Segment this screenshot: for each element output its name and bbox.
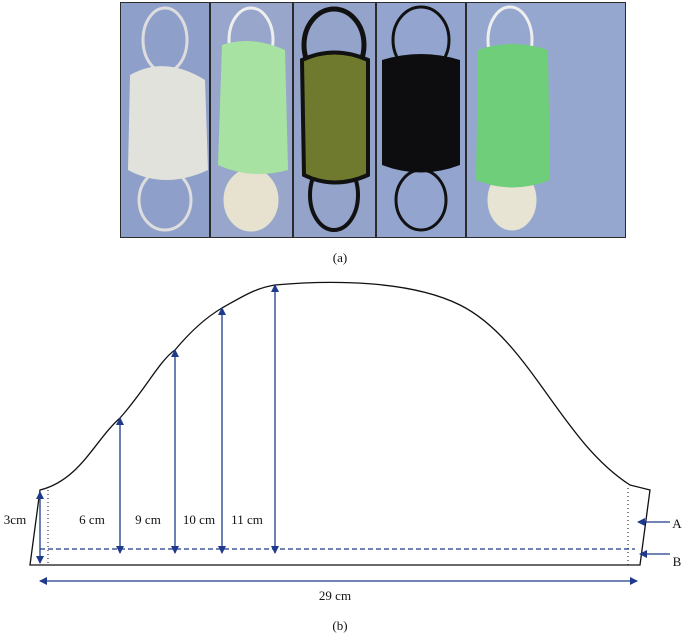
- pattern-outline: [29, 281, 651, 566]
- mask-photo: [294, 3, 375, 237]
- marker-label: B: [673, 554, 682, 569]
- caption: (b): [332, 618, 347, 633]
- photo-strip: [120, 2, 626, 238]
- height-label: 3cm: [4, 512, 26, 527]
- mask-photo: [211, 3, 292, 237]
- height-arrows: [36, 284, 670, 585]
- caption: (a): [333, 250, 347, 265]
- marker-label: A: [672, 516, 682, 531]
- mask-photo: [377, 3, 465, 237]
- height-label: 10 cm: [183, 512, 215, 527]
- height-label: 11 cm: [231, 512, 263, 527]
- height-label: 9 cm: [135, 512, 161, 527]
- width-label: 29 cm: [319, 588, 351, 603]
- mask-photo: [467, 3, 625, 237]
- mask-photo: [121, 3, 209, 237]
- height-label: 6 cm: [79, 512, 105, 527]
